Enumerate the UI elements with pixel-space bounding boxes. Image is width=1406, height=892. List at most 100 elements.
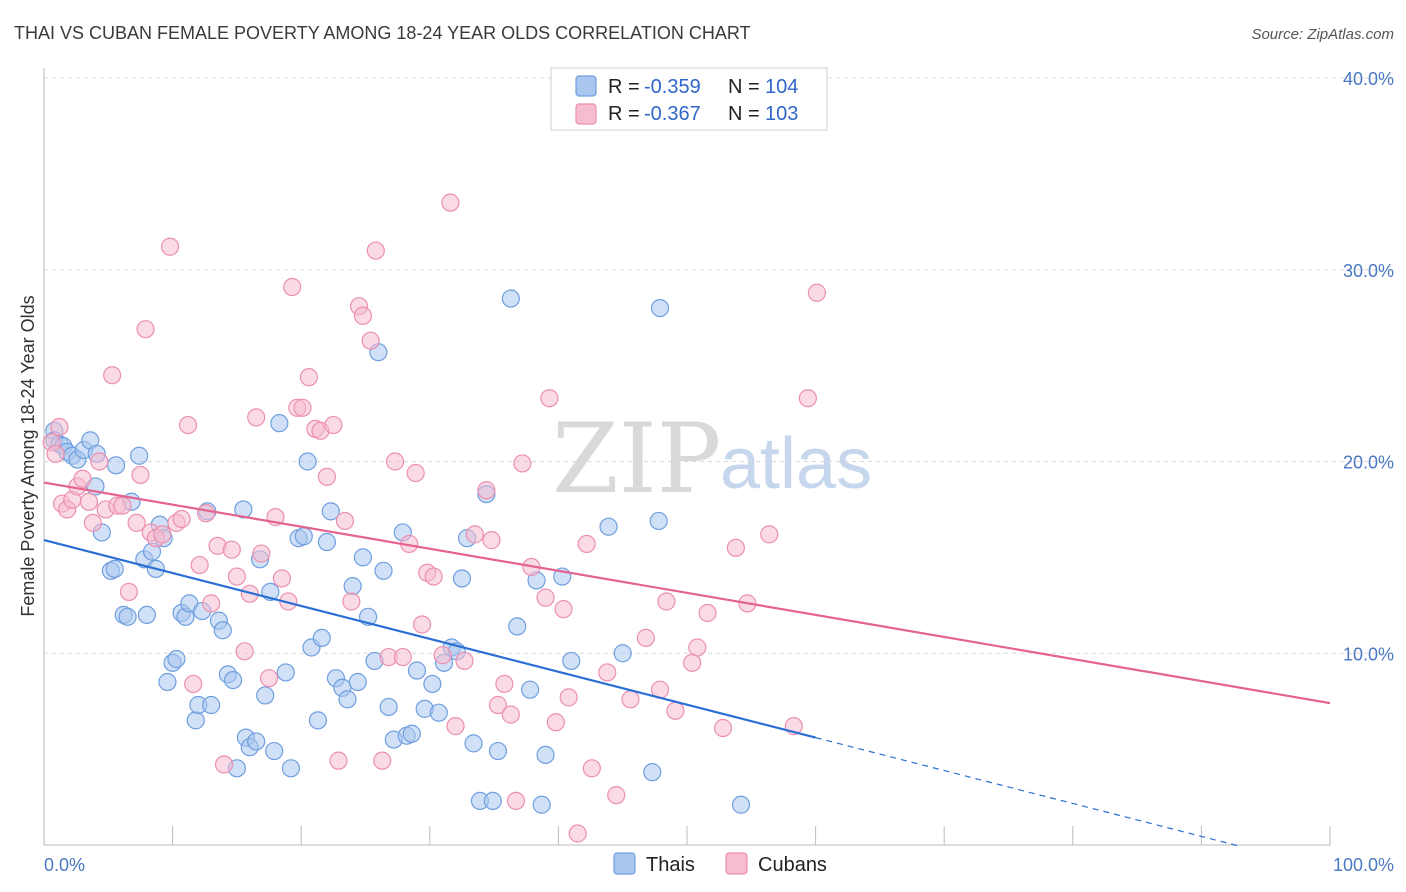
cubans-point (798, 389, 817, 408)
watermark-zip: ZIP (552, 403, 721, 515)
cubans-point (683, 653, 702, 672)
thais-trend-line (43, 539, 816, 739)
legend-r-label-thais: R = (608, 76, 640, 98)
cubans-point (299, 368, 319, 387)
cubans-point (283, 277, 302, 297)
legend-r-label-cubans: R = (608, 103, 640, 125)
thais-point (294, 527, 313, 546)
thais-point (483, 791, 502, 810)
thais-point (464, 734, 483, 753)
bottom-legend-label-cubans: Cubans (758, 854, 827, 876)
cubans-point (214, 755, 234, 774)
thais-point (186, 711, 205, 730)
thais-point (429, 703, 448, 722)
cubans-point (202, 594, 221, 613)
bottom-legend-swatch-cubans (725, 852, 748, 875)
thais-point (343, 577, 362, 596)
thais-point (265, 741, 284, 761)
x-tick-label-max: 100.0% (1333, 855, 1394, 875)
thais-point (521, 680, 540, 699)
cubans-point (688, 638, 707, 657)
cubans-point (465, 525, 484, 544)
cubans-point (446, 717, 465, 736)
cubans-point (698, 603, 717, 623)
trend-lines (43, 481, 1331, 847)
y-tick-label: 30.0% (1343, 261, 1394, 281)
thais-point (536, 745, 555, 764)
thais-point (649, 511, 668, 531)
thais-point (167, 649, 186, 669)
cubans-point (190, 555, 209, 575)
legend-n-label-thais: N = (728, 76, 760, 98)
cubans-point (235, 642, 254, 661)
cubans-point (513, 454, 532, 473)
cubans-point (366, 241, 385, 260)
thais-point (312, 628, 331, 648)
cubans-point (726, 538, 745, 557)
cubans-point (293, 398, 312, 417)
cubans-point (247, 408, 266, 427)
cubans-point (385, 452, 405, 471)
thais-point (130, 446, 149, 465)
cubans-point (406, 463, 425, 483)
cubans-point (160, 237, 180, 256)
legend-n-label-cubans: N = (728, 103, 760, 125)
cubans-point (393, 647, 412, 667)
thais-point (202, 695, 221, 715)
thais-point (270, 414, 289, 433)
thais-point (508, 617, 527, 636)
watermark: ZIP atlas (552, 403, 872, 515)
thais-point (276, 663, 295, 682)
thais-point (488, 741, 508, 761)
thais-trend-extension (815, 737, 1241, 847)
bottom-legend: Thais Cubans (613, 852, 827, 876)
cubans-point (477, 481, 496, 500)
thais-point (402, 724, 421, 743)
cubans-point (50, 417, 69, 437)
y-tick-label: 10.0% (1343, 644, 1394, 664)
thais-point (650, 299, 670, 318)
cubans-point (131, 465, 150, 485)
legend-box (550, 67, 828, 131)
cubans-point (598, 663, 617, 682)
cubans-point (495, 674, 514, 694)
cubans-point (424, 567, 443, 586)
cubans-point (136, 320, 155, 339)
cubans-point (577, 534, 596, 554)
thais-point (158, 672, 177, 692)
bottom-legend-swatch-thais (613, 852, 636, 875)
cubans-point (103, 366, 122, 385)
thais-point (105, 559, 124, 578)
cubans-point (252, 544, 271, 563)
y-axis-label: Female Poverty Among 18-24 Year Olds (18, 295, 38, 616)
y-tick-label: 40.0% (1343, 69, 1394, 89)
watermark-atlas: atlas (720, 424, 872, 504)
legend-swatch-cubans (575, 103, 597, 125)
cubans-point (373, 751, 392, 770)
thais-point (501, 289, 520, 308)
cubans-point (119, 582, 138, 601)
cubans-point (353, 306, 373, 325)
cubans-point (760, 525, 779, 544)
cubans-point (153, 525, 172, 544)
x-tick-label-min: 0.0% (44, 855, 85, 875)
thais-point (321, 502, 340, 521)
thais-point (562, 651, 581, 671)
cubans-point (546, 713, 565, 732)
cubans-point (317, 467, 337, 486)
legend-r-value-thais: -0.359 (644, 76, 701, 98)
cubans-point (361, 331, 380, 350)
cubans-point (666, 701, 685, 720)
cubans-point (536, 588, 555, 607)
thais-point (338, 690, 357, 709)
x-axis-tick-marks (172, 826, 1331, 845)
cubans-point (113, 496, 132, 515)
thais-point (353, 548, 373, 567)
cubans-point (329, 751, 348, 770)
cubans-point (433, 646, 452, 665)
thais-point (731, 795, 751, 814)
series-thais-points (45, 289, 751, 814)
y-axis-tick-labels: 10.0% 20.0% 30.0% 40.0% (1343, 69, 1394, 664)
bottom-legend-label-thais: Thais (646, 854, 695, 876)
